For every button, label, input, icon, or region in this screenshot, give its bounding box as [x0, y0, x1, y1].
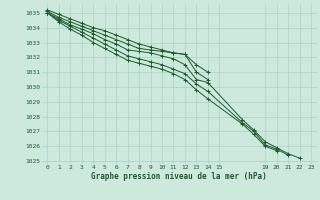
X-axis label: Graphe pression niveau de la mer (hPa): Graphe pression niveau de la mer (hPa) [91, 172, 267, 181]
